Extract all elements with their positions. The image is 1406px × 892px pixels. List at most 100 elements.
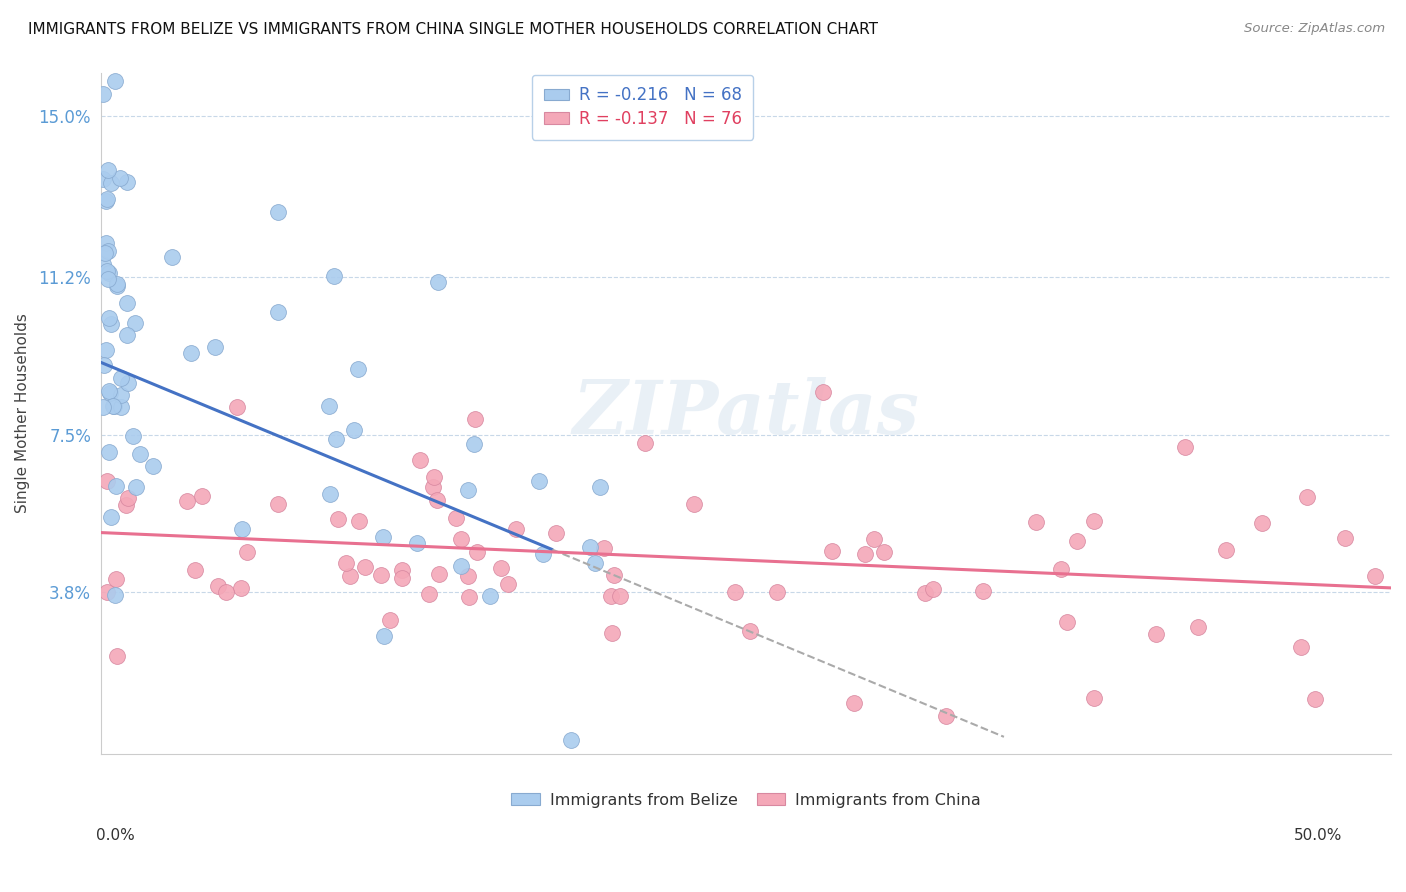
Point	[204, 340, 226, 354]
Point	[347, 514, 370, 528]
Point	[117, 376, 139, 390]
Point	[935, 708, 957, 723]
Point	[1215, 543, 1237, 558]
Point	[215, 585, 238, 599]
Point	[821, 544, 844, 558]
Point	[1025, 515, 1047, 529]
Point	[339, 569, 361, 583]
Point	[560, 733, 582, 747]
Point	[426, 275, 449, 289]
Point	[93, 87, 115, 102]
Point	[922, 582, 945, 596]
Legend: Immigrants from Belize, Immigrants from China: Immigrants from Belize, Immigrants from …	[505, 786, 987, 814]
Point	[600, 626, 623, 640]
Point	[110, 171, 132, 186]
Point	[231, 522, 253, 536]
Point	[93, 400, 115, 414]
Point	[1066, 533, 1088, 548]
Point	[1334, 531, 1357, 545]
Point	[634, 436, 657, 450]
Point	[1083, 690, 1105, 705]
Point	[1049, 561, 1071, 575]
Point	[370, 567, 392, 582]
Point	[724, 585, 747, 599]
Point	[391, 571, 413, 585]
Point	[100, 317, 122, 331]
Point	[1364, 569, 1386, 583]
Point	[267, 205, 290, 219]
Point	[609, 589, 631, 603]
Point	[353, 560, 375, 574]
Point	[1291, 640, 1313, 654]
Point	[972, 584, 994, 599]
Point	[125, 480, 148, 494]
Point	[347, 361, 370, 376]
Point	[98, 445, 121, 459]
Text: 50.0%: 50.0%	[1295, 829, 1343, 843]
Point	[426, 492, 449, 507]
Point	[458, 590, 481, 604]
Point	[103, 74, 125, 88]
Point	[98, 311, 121, 326]
Point	[450, 558, 472, 573]
Point	[191, 489, 214, 503]
Point	[1083, 514, 1105, 528]
Point	[96, 192, 118, 206]
Point	[1174, 441, 1197, 455]
Y-axis label: Single Mother Households: Single Mother Households	[15, 313, 30, 514]
Point	[322, 269, 344, 284]
Point	[446, 510, 468, 524]
Point	[873, 544, 896, 558]
Point	[319, 486, 342, 500]
Point	[422, 480, 444, 494]
Point	[207, 579, 229, 593]
Point	[478, 589, 501, 603]
Point	[450, 533, 472, 547]
Point	[1250, 516, 1272, 530]
Point	[1144, 627, 1167, 641]
Point	[107, 277, 129, 291]
Point	[121, 428, 143, 442]
Point	[98, 386, 121, 401]
Point	[427, 566, 450, 581]
Point	[373, 630, 395, 644]
Point	[94, 343, 117, 358]
Point	[326, 512, 349, 526]
Point	[318, 400, 340, 414]
Point	[94, 194, 117, 208]
Point	[491, 560, 513, 574]
Point	[97, 163, 120, 178]
Point	[544, 525, 567, 540]
Point	[93, 359, 115, 373]
Point	[117, 328, 139, 343]
Point	[740, 624, 762, 638]
Point	[766, 585, 789, 599]
Point	[1056, 615, 1078, 629]
Point	[115, 498, 138, 512]
Point	[531, 547, 554, 561]
Point	[505, 523, 527, 537]
Point	[94, 236, 117, 251]
Point	[93, 172, 115, 186]
Point	[267, 497, 290, 511]
Point	[117, 296, 139, 310]
Point	[128, 447, 150, 461]
Point	[105, 648, 128, 663]
Point	[853, 547, 876, 561]
Point	[1187, 620, 1209, 634]
Point	[235, 545, 257, 559]
Point	[124, 317, 146, 331]
Text: Source: ZipAtlas.com: Source: ZipAtlas.com	[1244, 22, 1385, 36]
Point	[110, 400, 132, 414]
Point	[583, 556, 606, 570]
Point	[231, 581, 253, 595]
Point	[342, 423, 364, 437]
Point	[527, 474, 550, 488]
Point	[844, 696, 866, 710]
Point	[104, 479, 127, 493]
Point	[603, 568, 626, 582]
Point	[391, 563, 413, 577]
Point	[142, 459, 165, 474]
Text: 0.0%: 0.0%	[96, 829, 135, 843]
Point	[93, 258, 115, 272]
